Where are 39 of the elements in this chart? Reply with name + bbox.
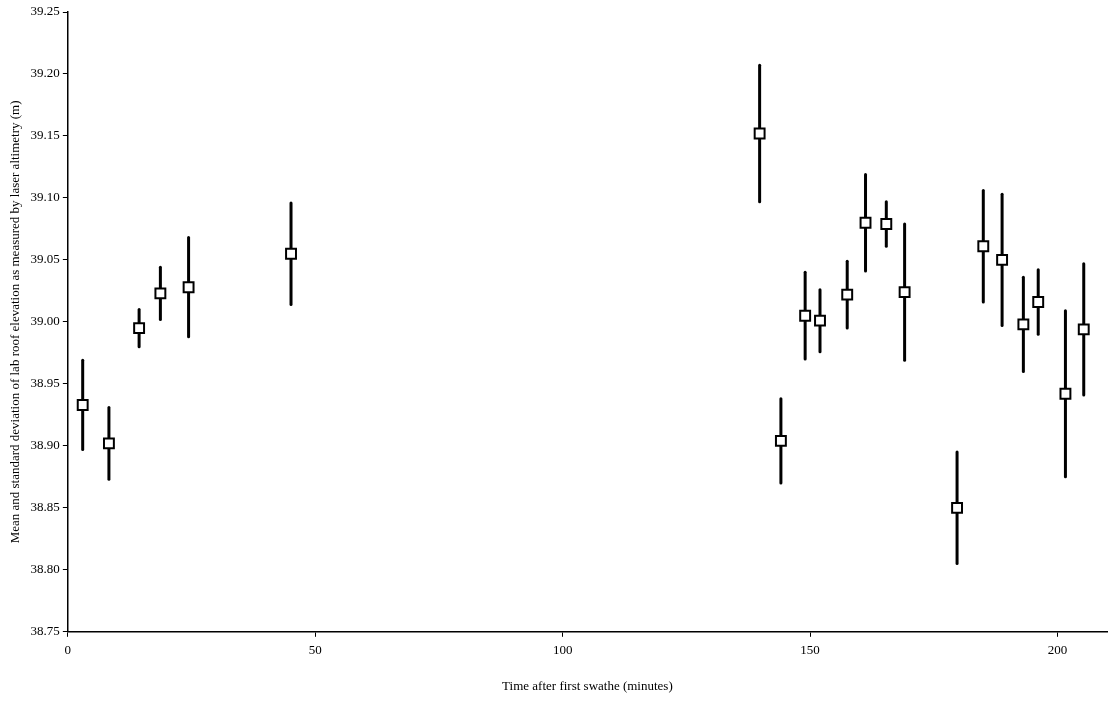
y-tick-label: 39.25 <box>30 3 60 19</box>
x-axis-title: Time after first swathe (minutes) <box>502 677 673 693</box>
point <box>814 314 826 327</box>
point <box>1017 318 1030 331</box>
x-tick-label: 200 <box>1047 642 1068 658</box>
point <box>154 287 167 300</box>
y-tick-label: 39.20 <box>30 65 60 81</box>
y-tick-label: 39.10 <box>30 189 60 205</box>
point <box>1059 387 1072 400</box>
point <box>951 501 964 514</box>
y-tick-label: 39.15 <box>30 127 60 143</box>
point <box>898 286 911 299</box>
x-tick-label: 100 <box>552 642 573 658</box>
y-tick-label: 38.85 <box>30 499 60 515</box>
point <box>799 309 812 322</box>
y-tick-label: 39.00 <box>30 313 60 329</box>
y-tick-label: 38.80 <box>30 561 60 577</box>
point <box>76 399 89 411</box>
y-tick-label: 38.95 <box>30 375 60 391</box>
x-tick-label: 50 <box>308 642 322 658</box>
y-tick-label: 39.05 <box>30 251 60 267</box>
point <box>102 437 115 450</box>
y-tick-label: 38.75 <box>30 623 60 639</box>
point <box>977 240 990 253</box>
point <box>996 253 1009 266</box>
point <box>841 288 854 301</box>
point <box>774 434 787 447</box>
point <box>1032 296 1045 309</box>
point <box>753 127 766 140</box>
point <box>133 322 146 335</box>
y-tick-label: 38.90 <box>30 437 60 453</box>
x-tick-label: 0 <box>64 642 72 658</box>
point <box>285 247 297 260</box>
point <box>182 281 195 294</box>
point <box>880 218 893 230</box>
y-axis-title: Mean and standard deviation of lab roof elevation as measured by laser altimetry (m) <box>7 100 23 544</box>
x-tick-label: 150 <box>800 642 820 658</box>
point <box>1077 323 1090 336</box>
point <box>859 216 872 229</box>
